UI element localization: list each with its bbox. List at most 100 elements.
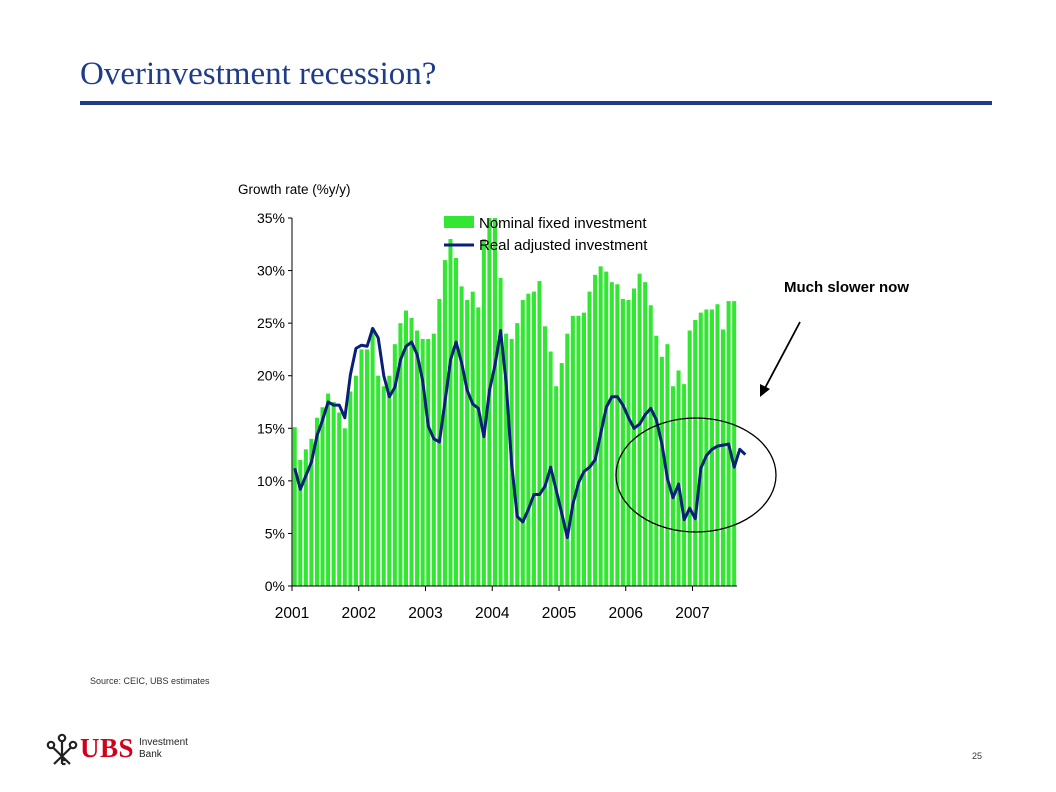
annotation-much-slower-now: Much slower now: [784, 279, 910, 296]
x-tick-label: 2002: [342, 605, 376, 622]
annotation-arrow-shaft: [764, 321, 801, 389]
bar: [331, 402, 336, 586]
y-tick-label: 0%: [265, 578, 285, 594]
bar: [381, 386, 386, 586]
bar: [520, 300, 525, 586]
bar: [387, 375, 392, 586]
keys-icon: [46, 733, 78, 766]
bar: [420, 338, 425, 586]
bar: [492, 218, 498, 586]
x-tick-label: 2003: [408, 605, 442, 622]
bar: [320, 407, 325, 586]
bar: [353, 375, 358, 586]
y-axis-title: Growth rate (%y/y): [238, 182, 351, 197]
bar: [626, 300, 631, 586]
bar: [581, 312, 587, 586]
bar: [654, 335, 659, 586]
bar: [537, 281, 542, 586]
bar: [565, 333, 570, 586]
bar: [598, 266, 603, 586]
bar: [632, 288, 637, 586]
bar: [587, 291, 592, 586]
bar: [481, 239, 486, 586]
bar: [409, 317, 414, 586]
axes: 0% 5% 10% 15% 20% 25% 30% 35% 2001 2002 2003 2004 20…: [257, 210, 737, 622]
bar: [704, 309, 709, 586]
legend-label-nominal: Nominal fixed investment: [479, 215, 647, 232]
source-note: Source: CEIC, UBS estimates: [90, 676, 210, 686]
bar: [426, 338, 431, 586]
bar: [476, 307, 481, 586]
annotation-arrowhead: [760, 384, 770, 397]
bar: [459, 286, 464, 586]
bar: [303, 449, 308, 586]
x-tick-label: 2004: [475, 605, 510, 622]
bar: [620, 298, 625, 586]
bar: [670, 386, 676, 586]
x-tick-label: 2001: [275, 605, 309, 622]
bar: [448, 239, 453, 586]
bar: [370, 328, 375, 586]
bar: [659, 356, 664, 586]
bar: [570, 315, 575, 586]
bar: [604, 271, 609, 586]
bar: [643, 282, 648, 586]
bar: [531, 291, 536, 586]
bar: [615, 284, 620, 586]
slide-title: Overinvestment recession?: [80, 56, 437, 92]
legend-label-real: Real adjusted investment: [479, 237, 648, 254]
bar: [398, 323, 403, 586]
logo-line-bank: Bank: [139, 749, 162, 760]
logo-line-investment: Investment: [139, 737, 188, 748]
bar: [682, 384, 687, 586]
highlight-circle: [615, 417, 777, 533]
bar: [543, 326, 548, 586]
legend: Nominal fixed investment Real adjusted in…: [444, 215, 648, 254]
bar: [693, 319, 698, 586]
bar: [593, 274, 598, 586]
real-adjusted-investment-line: [293, 326, 747, 540]
bar: [442, 260, 447, 586]
y-tick-label: 25%: [257, 315, 285, 331]
bar: [559, 363, 564, 586]
logo-subtitle: Investment Bank: [139, 737, 188, 761]
bar: [342, 428, 347, 586]
title-rule: [80, 101, 992, 105]
bar: [504, 333, 509, 586]
x-tick-label: 2007: [675, 605, 709, 622]
bar: [687, 330, 692, 586]
bar: [637, 273, 642, 586]
bar: [392, 344, 397, 586]
ubs-logo: UBS Investment Bank: [46, 733, 216, 769]
bar: [470, 291, 475, 586]
bar: [609, 282, 614, 586]
y-tick-label: 15%: [257, 420, 285, 436]
y-tick-label: 5%: [265, 525, 285, 541]
y-tick-label: 30%: [257, 263, 285, 279]
bar: [576, 315, 581, 586]
bar: [359, 349, 364, 586]
bar: [403, 310, 409, 586]
x-tick-label: 2006: [609, 605, 643, 622]
bar: [526, 293, 531, 586]
bar: [676, 370, 681, 586]
bar: [698, 312, 703, 586]
bar: [665, 344, 670, 586]
logo-brand: UBS: [80, 733, 135, 763]
bar: [648, 305, 653, 586]
bar: [465, 300, 470, 586]
bar: [326, 393, 331, 586]
bar: [454, 257, 459, 586]
bar: [498, 277, 503, 586]
bar: [721, 329, 726, 586]
bar: [515, 323, 520, 586]
bar: [431, 333, 436, 586]
y-tick-label: 20%: [257, 368, 285, 384]
legend-swatch-nominal: [444, 216, 474, 228]
bar: [376, 375, 381, 586]
bar: [309, 438, 314, 586]
y-tick-label: 35%: [257, 210, 285, 226]
bar: [292, 427, 297, 586]
x-tick-label: 2005: [542, 605, 576, 622]
